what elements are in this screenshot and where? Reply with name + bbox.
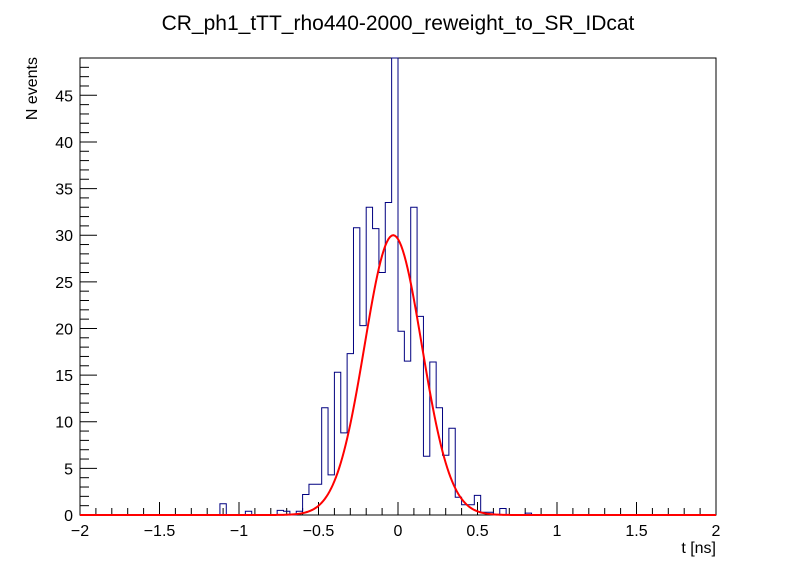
y-tick-label: 20 (55, 321, 73, 338)
histogram-bin (436, 408, 442, 515)
histogram-bin (353, 228, 359, 515)
x-tick-label: 1.5 (625, 523, 647, 540)
x-axis-ticks: −2 −1.5 −1 −0.5 0 0.5 1 1.5 2 (71, 502, 721, 540)
x-tick-label: −1.5 (144, 523, 176, 540)
histogram-bin (334, 372, 340, 515)
y-tick-label: 15 (55, 368, 73, 385)
y-axis-ticks: 0 5 10 15 20 25 30 35 40 45 (55, 57, 97, 525)
y-tick-label: 0 (64, 508, 73, 525)
chart-title: CR_ph1_tTT_rho440-2000_reweight_to_SR_ID… (162, 12, 635, 35)
histogram-bin (455, 497, 461, 515)
x-tick-label: −2 (71, 523, 89, 540)
y-axis-label: N events (24, 57, 41, 120)
histogram-bin (379, 273, 385, 515)
histogram-outline (80, 57, 716, 516)
x-tick-label: 2 (712, 523, 721, 540)
histogram-bin (398, 331, 404, 515)
histogram-bin (411, 207, 417, 515)
gaussian-fit-curve (80, 234, 716, 516)
histogram-bin (385, 203, 391, 515)
y-tick-label: 40 (55, 135, 73, 152)
y-tick-label: 25 (55, 275, 73, 292)
histogram-bin (462, 505, 468, 515)
x-tick-label: 0 (394, 523, 403, 540)
histogram-bin (404, 361, 410, 515)
histogram-bin (423, 456, 429, 515)
y-tick-label: 35 (55, 182, 73, 199)
y-tick-label: 45 (55, 88, 73, 105)
histogram-bin (366, 207, 372, 515)
x-tick-label: 0.5 (466, 523, 488, 540)
x-tick-label: −0.5 (303, 523, 335, 540)
y-tick-label: 30 (55, 228, 73, 245)
histogram-bin (449, 428, 455, 515)
x-tick-label: 1 (553, 523, 562, 540)
y-tick-label: 10 (55, 415, 73, 432)
y-tick-label: 5 (64, 461, 73, 478)
histogram-bin (430, 362, 436, 515)
histogram-bin (392, 58, 398, 515)
x-axis-label: t [ns] (681, 540, 716, 557)
x-tick-label: −1 (230, 523, 248, 540)
